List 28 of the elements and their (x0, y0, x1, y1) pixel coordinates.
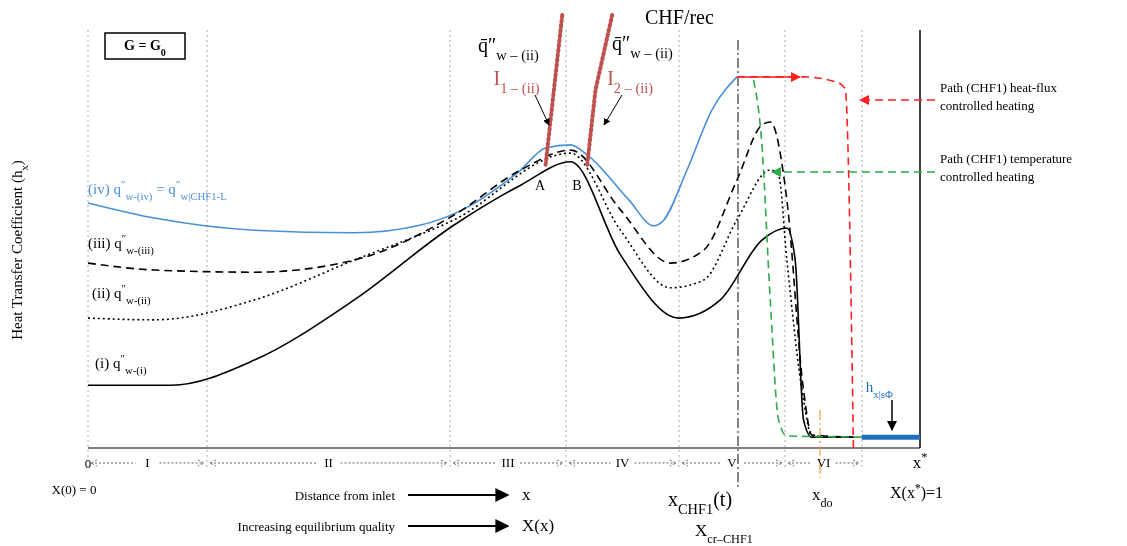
x-tick-label: x$^{*}$ (912, 450, 928, 472)
text: III (501, 455, 515, 470)
text: II (324, 455, 333, 470)
annotation: G = G$_{0}$ (124, 38, 166, 58)
text: VI (816, 455, 831, 470)
text: X(x$^{*}$)=1 (890, 482, 944, 502)
annotation: A (534, 178, 546, 193)
annotation: B (572, 178, 582, 193)
text: x$_{do}$ (812, 485, 833, 510)
text: X(0) = 0 (51, 482, 97, 497)
text: V (727, 455, 738, 470)
text: Increasing equilibrium quality (237, 519, 396, 534)
text: Path (CHF1) temperature controlled heating (940, 151, 1073, 184)
text: Path (CHF1) heat-flux controlled heating (940, 80, 1058, 113)
text: X$_{cr–CHF1}$ (695, 521, 753, 546)
text: Distance from inlet (294, 488, 396, 503)
text: I (145, 455, 150, 470)
text: h$_{x|sΦ}$ (865, 379, 894, 401)
annotation: q̄″$_{w – (ii)}$ (612, 32, 673, 62)
text: X(x) (522, 516, 555, 535)
series-label: I$_{1 – (ii)}$ (493, 66, 540, 97)
x-tick-label: 0 (84, 456, 92, 471)
series-label: I$_{2 – (ii)}$ (607, 66, 654, 97)
text: IV (615, 455, 630, 470)
text: x$_{CHF1}$(t) (668, 488, 733, 517)
annotation: q̄″$_{w – (ii)}$ (478, 34, 539, 64)
annotation: CHF/rec (645, 6, 714, 28)
text: x (522, 485, 531, 504)
